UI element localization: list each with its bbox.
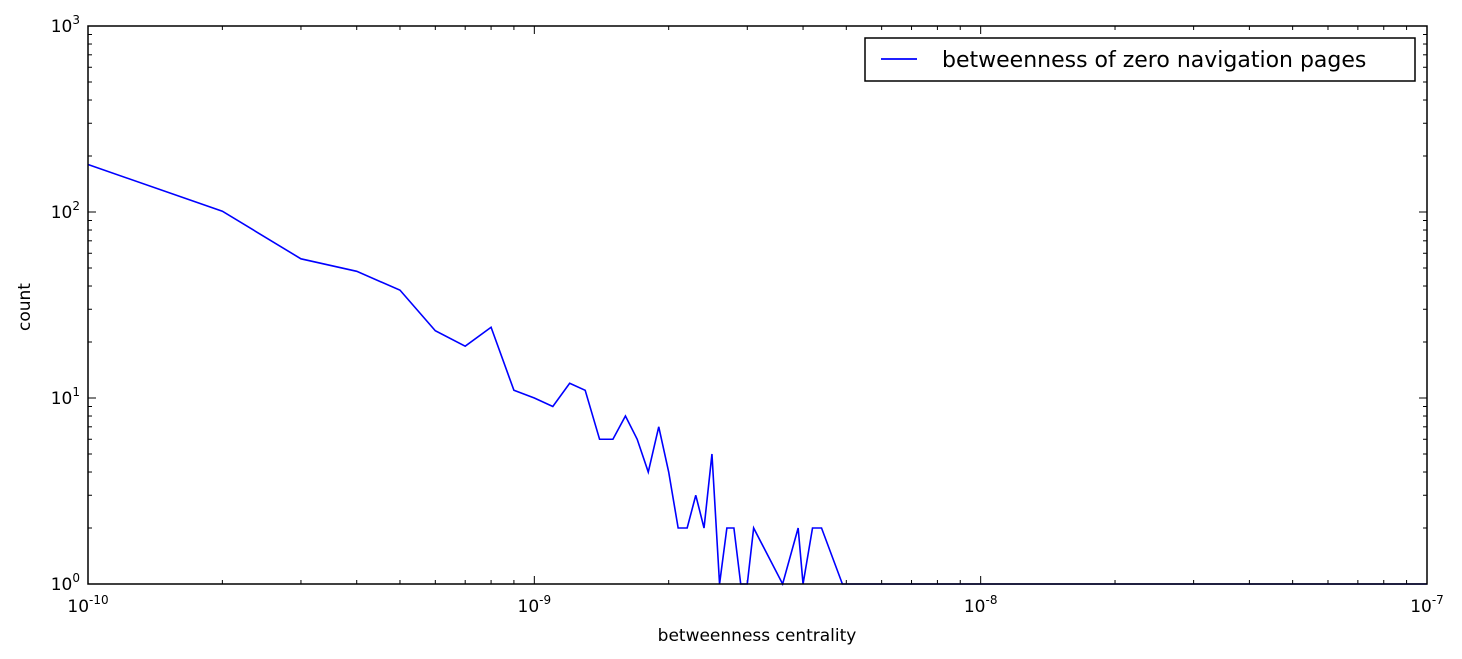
series-line-0 xyxy=(87,163,1427,587)
y-tick-labels: 100 101 102 103 xyxy=(51,13,80,595)
x-tick-label: 10-7 xyxy=(1410,593,1444,617)
y-tick-label: 103 xyxy=(51,13,80,37)
x-tick-label: 10-8 xyxy=(964,593,998,617)
major-ticks xyxy=(87,25,1428,585)
legend: betweenness of zero navigation pages xyxy=(864,37,1416,82)
y-tick-label: 101 xyxy=(51,385,80,409)
series-layer xyxy=(87,163,1427,587)
minor-ticks xyxy=(88,26,1427,584)
y-tick-label: 102 xyxy=(51,199,80,223)
x-tick-labels: 10-10 10-9 10-8 10-7 xyxy=(67,593,1443,617)
plot-frame xyxy=(87,25,1428,585)
y-tick-label: 100 xyxy=(51,571,80,595)
legend-label: betweenness of zero navigation pages xyxy=(942,48,1366,73)
x-axis-title: betweenness centrality xyxy=(658,626,857,646)
legend-box xyxy=(864,37,1416,82)
y-axis-title: count xyxy=(15,283,35,331)
x-tick-label: 10-10 xyxy=(67,593,108,617)
x-tick-label: 10-9 xyxy=(518,593,552,617)
